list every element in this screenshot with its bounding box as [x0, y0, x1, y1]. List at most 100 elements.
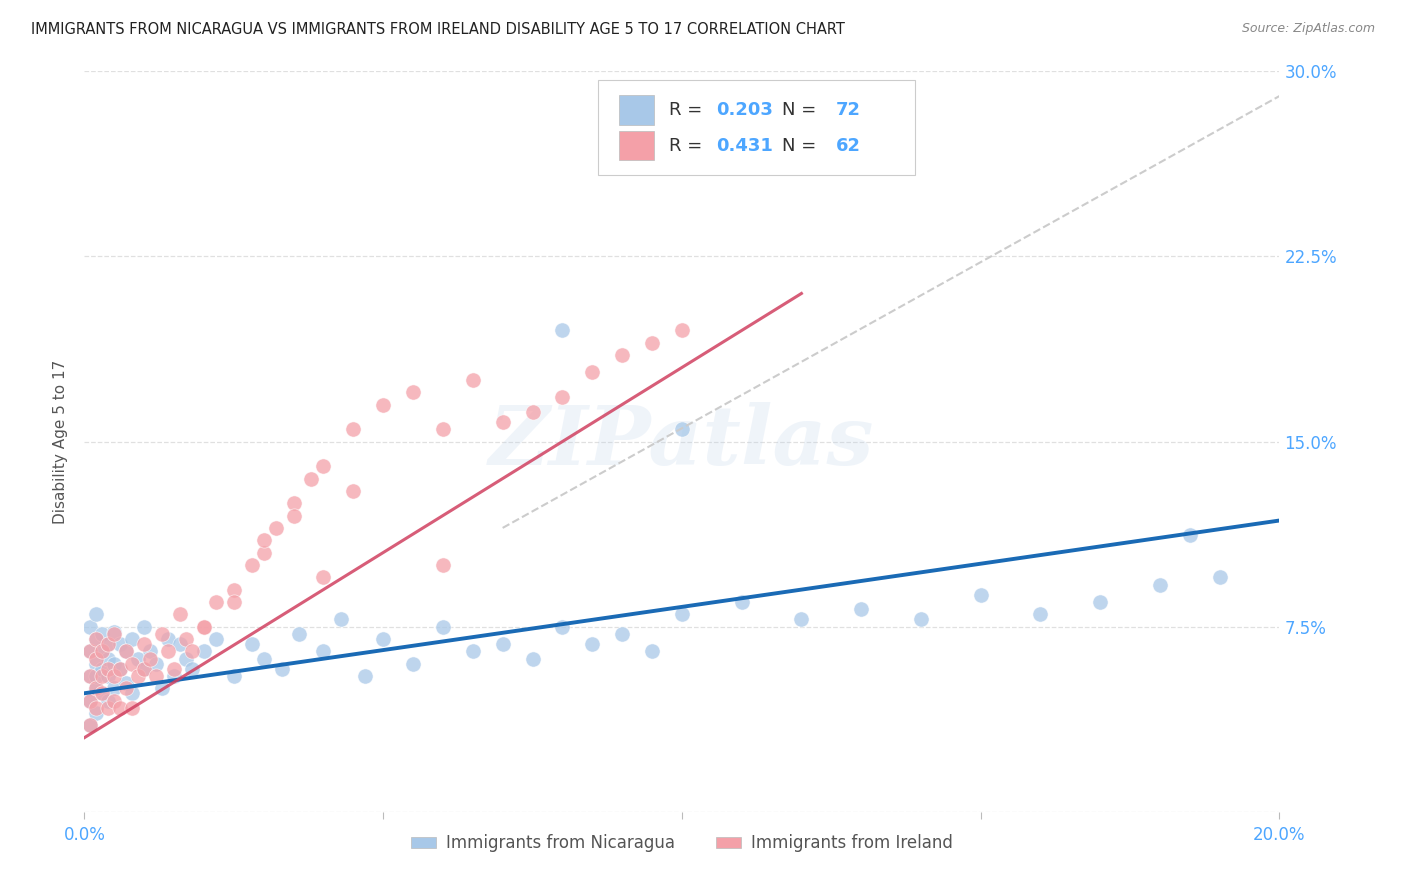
Point — [1090, 595, 1112, 609]
Text: IMMIGRANTS FROM NICARAGUA VS IMMIGRANTS FROM IRELAND DISABILITY AGE 5 TO 17 CORR: IMMIGRANTS FROM NICARAGUA VS IMMIGRANTS … — [31, 22, 845, 37]
Point — [121, 632, 143, 646]
Point — [110, 701, 132, 715]
Point — [91, 686, 114, 700]
Point — [127, 669, 149, 683]
Point — [283, 496, 305, 510]
Point — [79, 619, 101, 633]
Point — [910, 612, 932, 626]
Point — [641, 644, 664, 658]
Point — [253, 533, 276, 548]
Point — [139, 644, 162, 658]
Point — [115, 676, 138, 690]
Point — [1209, 570, 1232, 584]
Point — [103, 694, 125, 708]
Point — [193, 619, 215, 633]
Point — [86, 657, 108, 671]
Point — [492, 415, 515, 429]
Point — [181, 662, 204, 676]
Point — [97, 637, 120, 651]
Point — [432, 619, 454, 633]
Point — [461, 644, 484, 658]
Point — [790, 612, 813, 626]
Point — [121, 657, 143, 671]
Point — [222, 669, 245, 683]
Point — [79, 669, 101, 683]
Point — [970, 588, 993, 602]
Point — [110, 637, 132, 651]
Point — [163, 662, 186, 676]
Point — [79, 644, 101, 658]
Point — [612, 627, 634, 641]
Point — [103, 657, 125, 671]
Point — [174, 632, 197, 646]
Point — [432, 422, 454, 436]
Point — [91, 662, 114, 676]
Point — [240, 558, 263, 572]
Point — [1029, 607, 1052, 622]
Point — [110, 662, 132, 676]
FancyBboxPatch shape — [619, 130, 654, 161]
Point — [132, 662, 156, 676]
Point — [342, 422, 364, 436]
Point — [169, 607, 191, 622]
Point — [115, 644, 138, 658]
Point — [86, 681, 108, 696]
Point — [103, 627, 125, 641]
Point — [330, 612, 353, 626]
Point — [115, 644, 138, 658]
Point — [373, 632, 395, 646]
Point — [193, 619, 215, 633]
Point — [288, 627, 311, 641]
Point — [86, 706, 108, 720]
Point — [91, 686, 114, 700]
Point — [97, 637, 120, 651]
Point — [312, 644, 335, 658]
Point — [551, 390, 574, 404]
Point — [354, 669, 377, 683]
Point — [86, 701, 108, 715]
Point — [79, 718, 101, 732]
Point — [402, 385, 425, 400]
Point — [91, 669, 114, 683]
Point — [181, 644, 204, 658]
Point — [127, 651, 149, 665]
Point — [461, 373, 484, 387]
Point — [522, 405, 544, 419]
Point — [103, 669, 125, 683]
Point — [402, 657, 425, 671]
Point — [121, 701, 143, 715]
Text: 72: 72 — [837, 101, 860, 119]
Point — [145, 657, 167, 671]
Point — [121, 686, 143, 700]
Text: R =: R = — [669, 137, 707, 155]
Point — [205, 595, 228, 609]
Text: 0.203: 0.203 — [717, 101, 773, 119]
Point — [97, 662, 120, 676]
Point — [97, 669, 120, 683]
Point — [79, 694, 101, 708]
Point — [110, 662, 132, 676]
Point — [581, 637, 603, 651]
Point — [373, 398, 395, 412]
Point — [115, 681, 138, 696]
Point — [86, 669, 108, 683]
Point — [97, 694, 120, 708]
Point — [79, 718, 101, 732]
Point — [132, 637, 156, 651]
Text: 62: 62 — [837, 137, 860, 155]
Point — [671, 324, 693, 338]
Legend: Immigrants from Nicaragua, Immigrants from Ireland: Immigrants from Nicaragua, Immigrants fr… — [404, 828, 960, 859]
Point — [222, 582, 245, 597]
Point — [492, 637, 515, 651]
Point — [641, 335, 664, 350]
Point — [253, 546, 276, 560]
Point — [222, 595, 245, 609]
Point — [671, 607, 693, 622]
Text: 0.431: 0.431 — [717, 137, 773, 155]
Point — [103, 624, 125, 639]
Point — [342, 483, 364, 498]
Point — [551, 324, 574, 338]
Text: N =: N = — [782, 101, 823, 119]
Point — [132, 619, 156, 633]
Point — [132, 662, 156, 676]
